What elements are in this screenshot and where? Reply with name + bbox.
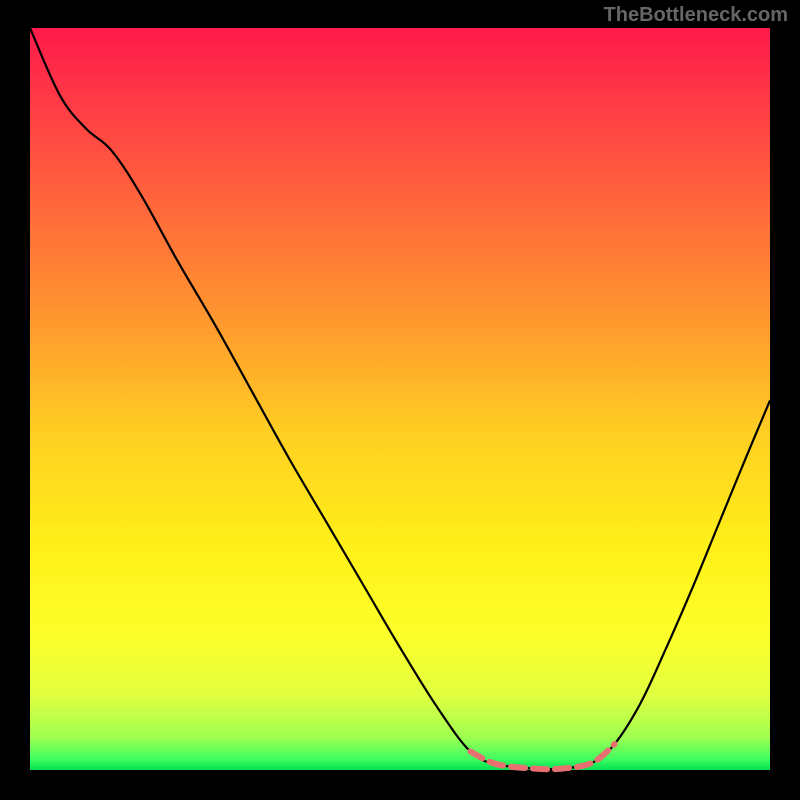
- watermark-text: TheBottleneck.com: [604, 4, 788, 27]
- chart-svg: [0, 0, 800, 800]
- chart-container: TheBottleneck.com: [0, 0, 800, 800]
- plot-gradient: [30, 28, 770, 770]
